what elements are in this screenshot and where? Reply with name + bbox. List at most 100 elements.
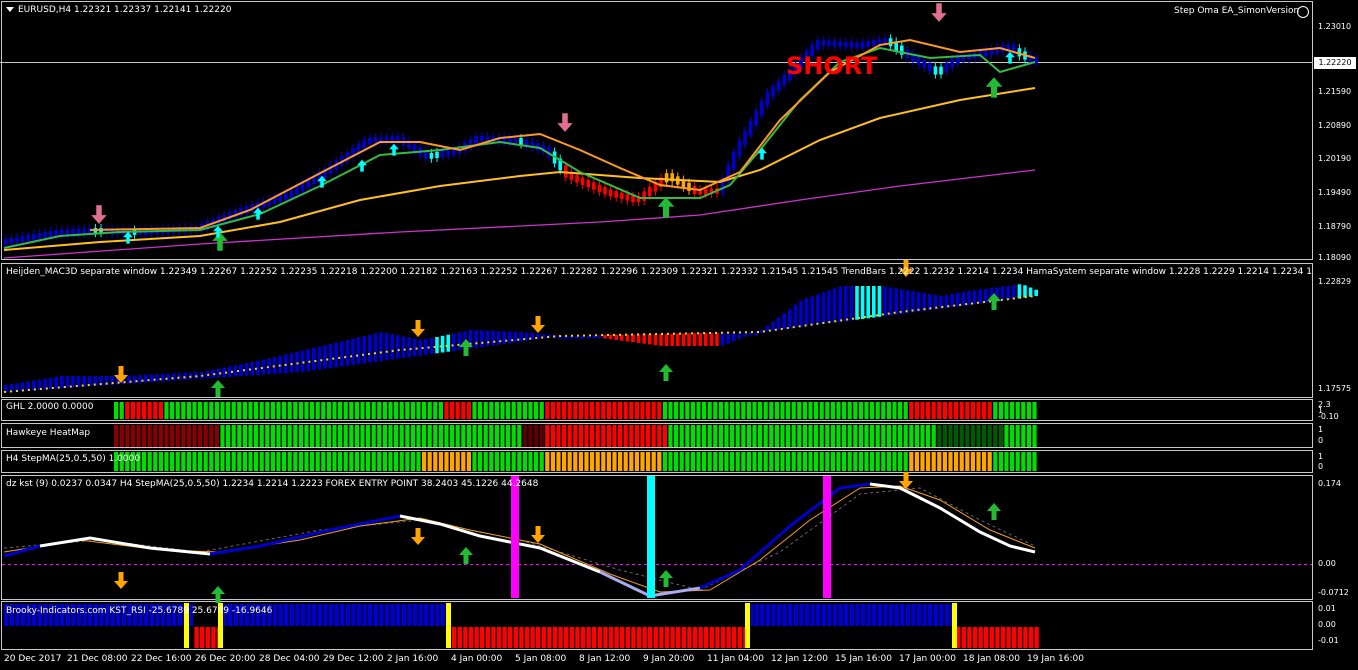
heatmap-bar [914,425,919,447]
kst-rsi-bar [116,604,121,626]
kst-rsi-bar [939,604,944,626]
hawkeye-axis-label: 1 [1318,425,1324,434]
sub1-bar [452,333,456,351]
kst-axis-label: -0.0712 [1318,588,1349,597]
candle [670,173,674,182]
ghl-bar [774,402,779,419]
stepma-bar [1004,452,1009,471]
candle [933,66,938,75]
ghl-bar [360,402,365,419]
heatmap-bar [142,425,147,447]
ghl-bar [758,402,763,419]
stepma-bar [136,452,141,471]
kst-rsi-bar [20,604,26,626]
heatmap-bar [360,425,365,447]
candle [793,63,798,75]
heatmap-bar [265,425,270,447]
heatmap-bar [254,425,259,447]
stepma-bar [853,452,858,471]
candle [519,137,523,145]
ghl-bar [450,402,455,419]
sub1-bar [317,346,322,370]
kst-rsi-bar [832,604,838,626]
candle [452,148,456,155]
kst-rsi-bar [32,604,37,626]
kst-rsi-bar [888,604,894,626]
ghl-bar [606,402,611,419]
date-label: 9 Jan 20:00 [643,654,695,664]
kst-rsi-bar [547,627,552,648]
sub1-bar [569,335,574,339]
heatmap-bar [634,425,639,447]
candle [547,147,551,157]
kst-rsi-bar [608,627,614,648]
arrow-up-icon [1005,51,1015,64]
heatmap-bar [769,425,774,447]
candle [496,136,501,143]
heatmap-bar [629,425,634,447]
sub1-axis-label: 1.17575 [1318,384,1352,393]
stepma-bar [819,452,824,471]
sub1-bar [54,376,58,389]
kst-rsi-cross-bar [218,603,223,648]
kst-rsi-bar [670,627,675,648]
sub1-bar [704,333,708,346]
sub1-bar [334,342,338,368]
kst-rsi-bar [631,627,636,648]
kst-rsi-bar [228,604,233,626]
heatmap-bar [836,425,841,447]
ghl-bar [1010,402,1015,419]
heatmap-bar [405,425,410,447]
kst-rsi-bar [754,604,759,626]
stepma-bar [242,452,247,471]
candle [480,136,484,142]
sub1-bar [284,354,288,374]
candle [502,137,506,143]
kst-rsi-bar [519,627,524,648]
stepma-bar [506,452,511,471]
stepma-bar [590,452,595,471]
sub1-bar [928,294,932,311]
stepma-bar [450,452,455,471]
sub1-bar [838,286,842,322]
sub1-bar [15,383,19,392]
sub1-bar [776,317,781,330]
stepma-bar [830,452,835,471]
stepma-bar [1015,452,1020,471]
ghl-bar [970,402,975,419]
kst-rsi-bar [93,604,98,626]
ghl-bar [539,402,544,419]
kst-rsi-bar [771,604,776,626]
ghl-bar [612,402,617,419]
kst-rsi-cross-bar [952,603,957,648]
stepma-bar [752,452,757,471]
ghl-bar [914,402,919,419]
stepma-bar [287,452,292,471]
stepma-label: H4 StepMA(25,0.5,50) 1.0000 [6,454,141,464]
arrow-down-icon [411,320,425,337]
ghl-bar [388,402,393,419]
kst-rsi-bar [9,604,14,626]
stepma-bar [702,452,707,471]
kst-rsi-bar [110,604,115,626]
heatmap-bar [186,425,191,447]
ghl-bar [181,402,186,419]
candle [620,192,624,200]
kst-rsi-cross-bar [446,603,451,648]
kst-label: dz kst (9) 0.0237 0.0347 H4 StepMA(25,0.… [6,479,539,489]
ghl-bar [1015,402,1020,419]
short-signal-text: SHORT [786,52,878,80]
kst-rsi-bar [256,604,261,626]
collapse-icon[interactable] [6,7,14,12]
candle [407,140,411,149]
sub1-bar [788,309,792,329]
candle [597,184,602,193]
heatmap-bar [450,425,455,447]
ghl-bar [713,402,718,419]
stepma-bar [254,452,259,471]
ghl-bar [494,402,499,419]
sub1-bar [233,365,238,377]
heatmap-bar [539,425,544,447]
ghl-bar [304,402,309,419]
kst-signal-line [3,485,1036,593]
